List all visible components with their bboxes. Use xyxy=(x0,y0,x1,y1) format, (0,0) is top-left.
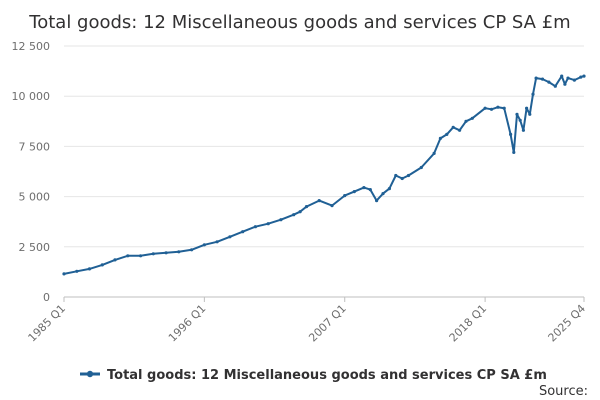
data-point[interactable] xyxy=(151,252,155,256)
x-tick-label: 2018 Q1 xyxy=(447,302,490,345)
legend[interactable]: Total goods: 12 Miscellaneous goods and … xyxy=(80,368,547,383)
data-point[interactable] xyxy=(464,119,468,123)
data-point[interactable] xyxy=(126,254,130,258)
data-point[interactable] xyxy=(100,263,104,267)
data-point[interactable] xyxy=(419,165,423,170)
data-point[interactable] xyxy=(563,82,567,86)
data-point[interactable] xyxy=(509,132,513,136)
x-tick-label: 1985 Q1 xyxy=(26,302,69,345)
data-point[interactable] xyxy=(62,272,66,276)
legend-label: Total goods: 12 Miscellaneous goods and … xyxy=(107,368,547,383)
chart-title: Total goods: 12 Miscellaneous goods and … xyxy=(28,12,570,33)
data-point[interactable] xyxy=(566,76,570,80)
data-point[interactable] xyxy=(304,205,309,209)
data-point[interactable] xyxy=(582,74,586,78)
y-tick-label: 12 500 xyxy=(12,40,51,53)
data-point[interactable] xyxy=(560,74,564,78)
data-point[interactable] xyxy=(113,258,117,262)
data-point[interactable] xyxy=(451,125,455,129)
legend-swatch-marker xyxy=(86,370,94,378)
data-point[interactable] xyxy=(400,176,404,181)
data-point[interactable] xyxy=(139,254,143,258)
data-point[interactable] xyxy=(362,186,366,190)
y-tick-label: 10 000 xyxy=(12,90,51,103)
data-point[interactable] xyxy=(515,112,519,116)
data-point[interactable] xyxy=(202,243,206,247)
data-point[interactable] xyxy=(534,76,538,80)
y-tick-label: 7 500 xyxy=(19,140,51,153)
data-point[interactable] xyxy=(512,150,516,154)
data-point[interactable] xyxy=(432,151,436,155)
x-axis: 1985 Q1 1996 Q1 2007 Q1 2018 Q1 2025 Q4 xyxy=(26,296,589,345)
data-point[interactable] xyxy=(164,251,168,255)
grid xyxy=(64,45,584,298)
data-point[interactable] xyxy=(87,267,92,271)
y-axis: 0 2 500 5 000 7 500 10 000 12 500 xyxy=(12,40,51,304)
data-point[interactable] xyxy=(525,106,529,110)
data-point[interactable] xyxy=(343,194,347,198)
data-point[interactable] xyxy=(352,190,356,194)
data-point[interactable] xyxy=(317,199,321,203)
x-tick-label: 2007 Q1 xyxy=(306,302,349,345)
data-point[interactable] xyxy=(521,128,526,132)
data-point[interactable] xyxy=(406,173,411,178)
source-label: Source: xyxy=(539,384,588,399)
data-point[interactable] xyxy=(540,77,545,81)
data-point[interactable] xyxy=(528,112,532,116)
data-point[interactable] xyxy=(279,218,283,222)
data-point[interactable] xyxy=(531,92,535,96)
data-point[interactable] xyxy=(266,222,270,226)
data-point[interactable] xyxy=(292,213,296,217)
data-point[interactable] xyxy=(579,75,583,79)
y-tick-label: 2 500 xyxy=(19,241,51,254)
data-point[interactable] xyxy=(483,106,487,110)
data-point[interactable] xyxy=(190,248,194,252)
data-point[interactable] xyxy=(381,192,385,196)
y-tick-label: 5 000 xyxy=(19,191,51,204)
data-point[interactable] xyxy=(470,116,474,120)
data-point[interactable] xyxy=(572,78,577,82)
data-point[interactable] xyxy=(445,132,449,136)
data-point[interactable] xyxy=(502,106,506,110)
data-point[interactable] xyxy=(215,240,219,244)
data-point[interactable] xyxy=(253,225,257,229)
data-point[interactable] xyxy=(547,80,551,84)
data-point[interactable] xyxy=(298,210,302,214)
data-point[interactable] xyxy=(228,235,232,239)
series-layer xyxy=(62,74,586,276)
data-point[interactable] xyxy=(394,173,398,178)
data-point[interactable] xyxy=(241,230,245,234)
data-point[interactable] xyxy=(330,204,334,208)
data-point[interactable] xyxy=(177,250,181,254)
data-point[interactable] xyxy=(518,118,522,122)
data-point[interactable] xyxy=(75,269,79,273)
series-line[interactable] xyxy=(63,75,585,275)
data-point[interactable] xyxy=(553,84,557,88)
data-point[interactable] xyxy=(368,188,372,192)
data-point[interactable] xyxy=(375,199,379,203)
data-point[interactable] xyxy=(496,105,500,109)
y-tick-label: 0 xyxy=(43,291,50,304)
data-point[interactable] xyxy=(489,107,494,111)
data-point[interactable] xyxy=(458,128,462,132)
data-point[interactable] xyxy=(438,136,442,140)
data-point[interactable] xyxy=(387,187,391,191)
x-tick-label: 2025 Q4 xyxy=(546,302,589,345)
x-tick-label: 1996 Q1 xyxy=(166,302,209,345)
